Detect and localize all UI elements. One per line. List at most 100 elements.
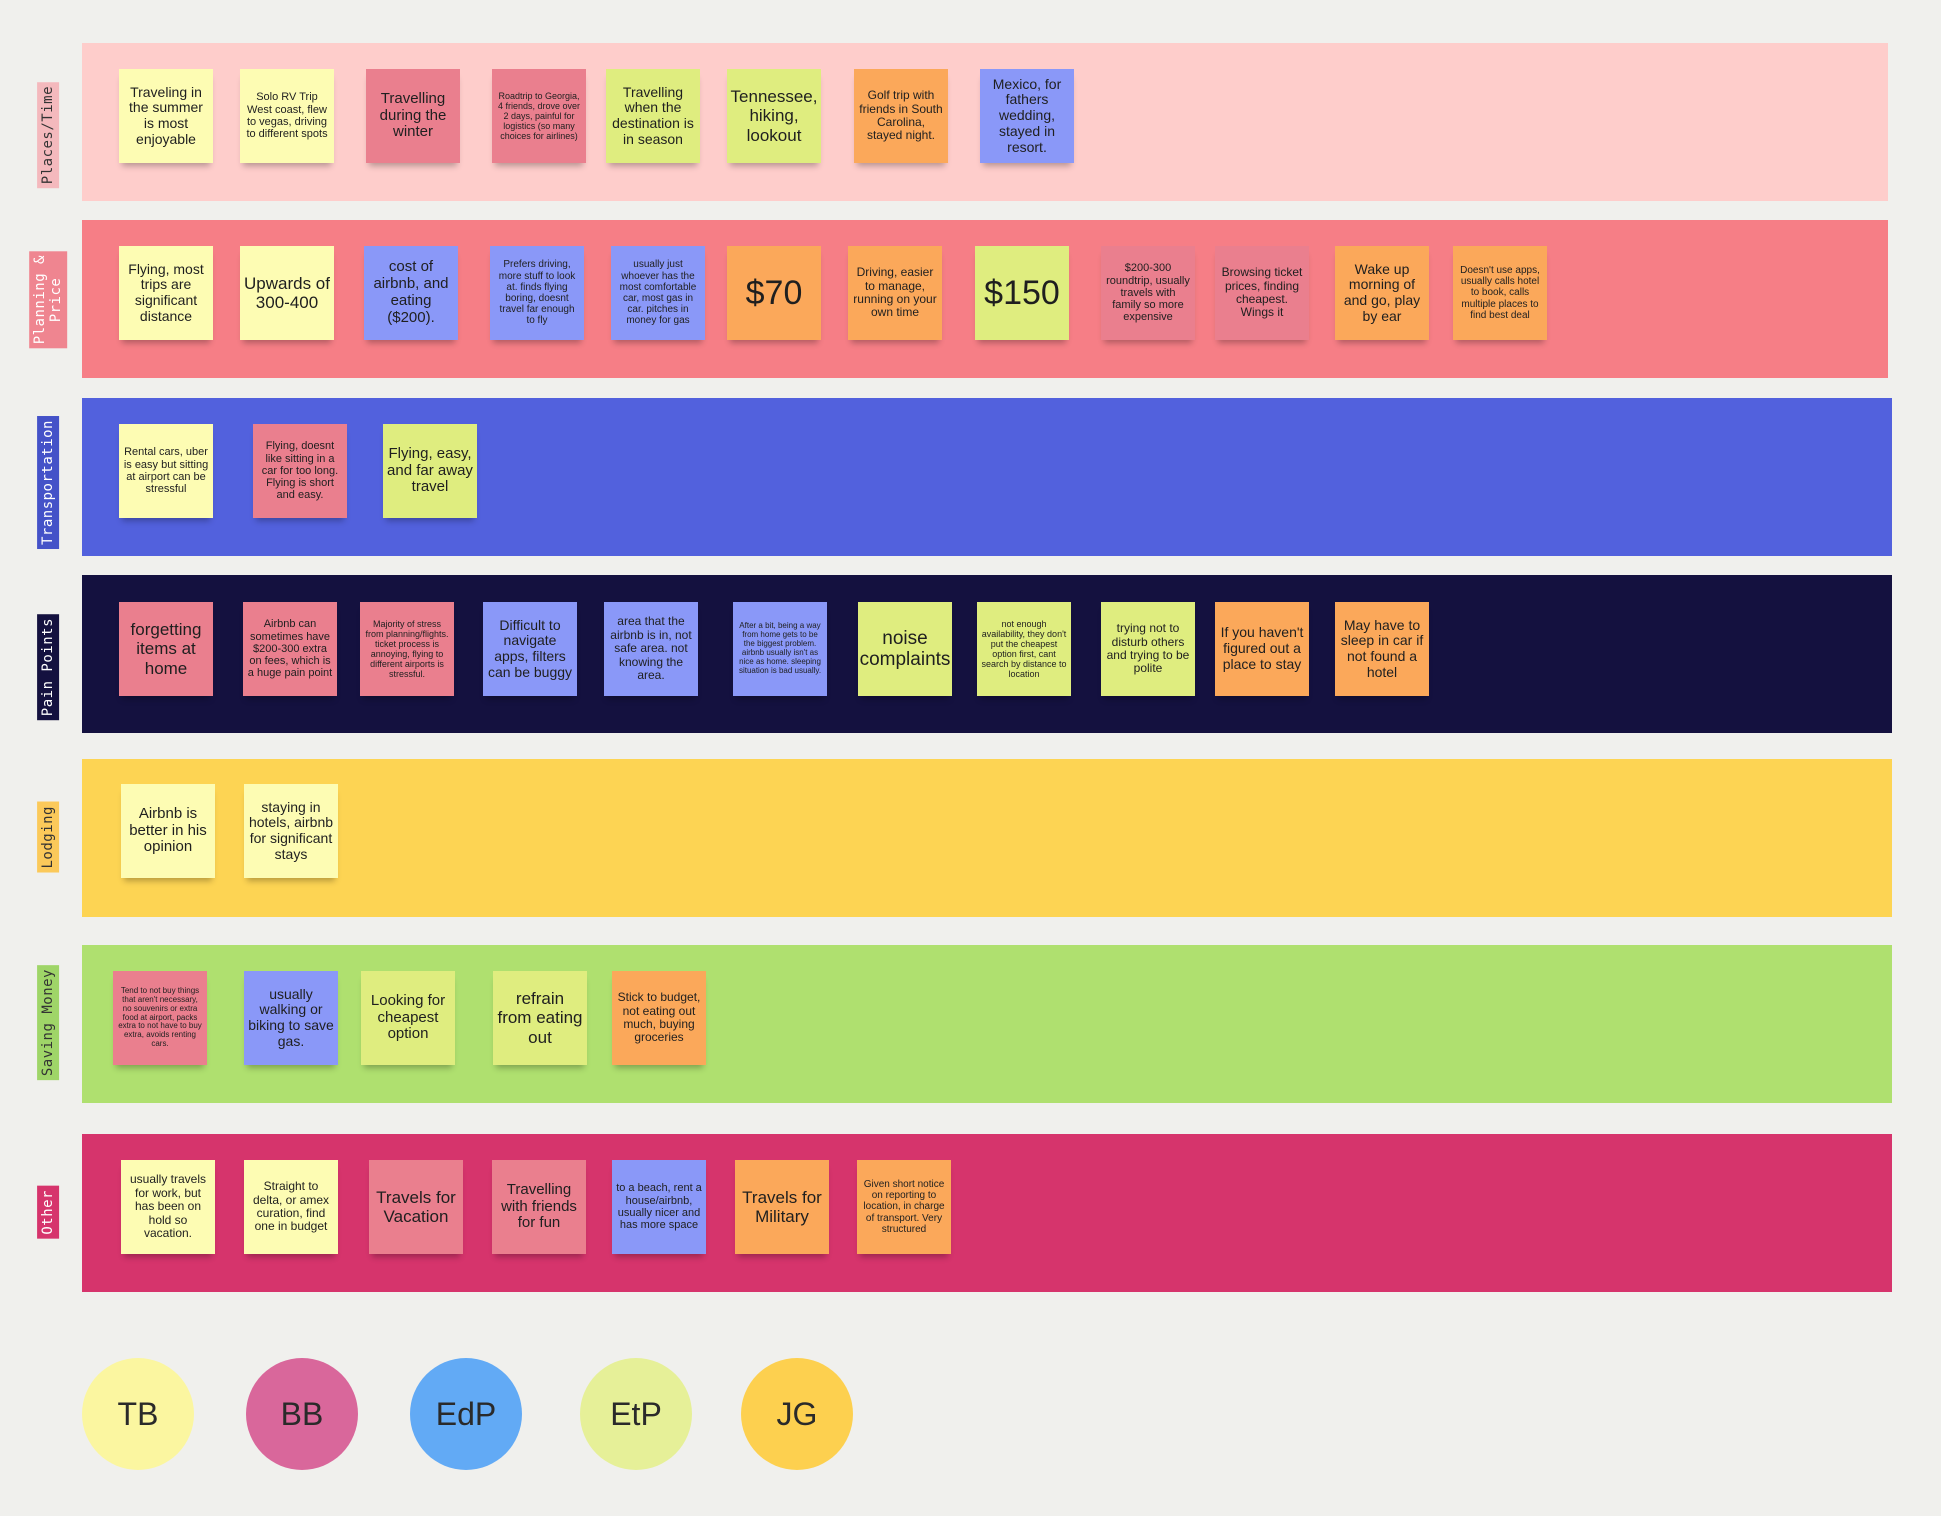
sticky-note[interactable]: Roadtrip to Georgia, 4 friends, drove ov… — [492, 69, 586, 163]
sticky-note-text: Upwards of 300-400 — [244, 273, 330, 312]
sticky-note[interactable]: usually walking or biking to save gas. — [244, 971, 338, 1065]
sticky-note[interactable]: Tennessee, hiking, lookout — [727, 69, 821, 163]
sticky-note-text: Browsing ticket prices, finding cheapest… — [1221, 265, 1303, 320]
sticky-note[interactable]: Golf trip with friends in South Carolina… — [854, 69, 948, 163]
sticky-note[interactable]: Travelling during the winter — [366, 69, 460, 163]
sticky-note[interactable]: Traveling in the summer is most enjoyabl… — [119, 69, 213, 163]
sticky-note-text: Airbnb can sometimes have $200-300 extra… — [247, 618, 333, 680]
sticky-note[interactable]: Looking for cheapest option — [361, 971, 455, 1065]
sticky-note[interactable]: Airbnb can sometimes have $200-300 extra… — [243, 602, 337, 696]
sticky-note[interactable]: Tend to not buy things that aren't neces… — [113, 971, 207, 1065]
sticky-note[interactable]: After a bit, being a way from home gets … — [733, 602, 827, 696]
participant-avatar-bb[interactable]: BB — [246, 1358, 358, 1470]
sticky-note-text: Traveling in the summer is most enjoyabl… — [129, 83, 203, 147]
sticky-note[interactable]: Majority of stress from planning/flights… — [360, 602, 454, 696]
sticky-note[interactable]: forgetting items at home — [119, 602, 213, 696]
sticky-note[interactable]: Solo RV Trip West coast, flew to vegas, … — [240, 69, 334, 163]
sticky-note-text: to a beach, rent a house/airbnb, usually… — [616, 1182, 702, 1232]
sticky-note-text: Travels for Military — [742, 1187, 822, 1226]
sticky-note[interactable]: Airbnb is better in his opinion — [121, 784, 215, 878]
sticky-note[interactable]: $70 — [727, 246, 821, 340]
sticky-note-text: Doesn't use apps, usually calls hotel to… — [1460, 265, 1540, 321]
sticky-note-text: noise complaints — [859, 627, 951, 670]
sticky-note[interactable]: not enough availability, they don't put … — [977, 602, 1071, 696]
sticky-note[interactable]: Travelling with friends for fun — [492, 1160, 586, 1254]
sticky-note-text: Driving, easier to manage, running on yo… — [853, 265, 937, 320]
sticky-note-text: Looking for cheapest option — [370, 991, 446, 1043]
sticky-note-text: Majority of stress from planning/flights… — [365, 618, 449, 680]
sticky-note[interactable]: Prefers driving, more stuff to look at. … — [490, 246, 584, 340]
lane-label-text: Planning & Price — [28, 251, 68, 349]
sticky-note-text: refrain from eating out — [497, 989, 583, 1047]
participant-avatar-tb[interactable]: TB — [82, 1358, 194, 1470]
sticky-note-text: Flying, easy, and far away travel — [387, 444, 473, 496]
avatar-initials: JG — [776, 1395, 818, 1432]
sticky-note[interactable]: Wake up morning of and go, play by ear — [1335, 246, 1429, 340]
lane-label-text: Lodging — [36, 801, 60, 873]
sticky-note-text: usually travels for work, but has been o… — [129, 1172, 207, 1241]
sticky-note-text: $200-300 roundtrip, usually travels with… — [1106, 262, 1190, 324]
sticky-note-text: Wake up morning of and go, play by ear — [1343, 260, 1421, 324]
sticky-note[interactable]: noise complaints — [858, 602, 952, 696]
sticky-note[interactable]: Mexico, for fathers wedding, stayed in r… — [980, 69, 1074, 163]
sticky-note[interactable]: to a beach, rent a house/airbnb, usually… — [612, 1160, 706, 1254]
avatar-initials: EtP — [610, 1395, 662, 1432]
sticky-note[interactable]: If you haven't figured out a place to st… — [1215, 602, 1309, 696]
sticky-note[interactable]: Flying, easy, and far away travel — [383, 424, 477, 518]
sticky-note[interactable]: cost of airbnb, and eating ($200). — [364, 246, 458, 340]
sticky-note-text: Prefers driving, more stuff to look at. … — [498, 259, 576, 327]
sticky-note-text: Airbnb is better in his opinion — [129, 804, 207, 856]
sticky-note-text: Travelling with friends for fun — [501, 1180, 577, 1232]
sticky-note[interactable]: staying in hotels, airbnb for significan… — [244, 784, 338, 878]
participant-avatar-etp[interactable]: EtP — [580, 1358, 692, 1470]
participant-avatar-edp[interactable]: EdP — [410, 1358, 522, 1470]
sticky-note-text: not enough availability, they don't put … — [981, 618, 1067, 680]
sticky-note[interactable]: Travels for Military — [735, 1160, 829, 1254]
sticky-note-text: Travelling when the destination is in se… — [612, 83, 694, 147]
sticky-note[interactable]: Given short notice on reporting to locat… — [857, 1160, 951, 1254]
lane-label-other: Other — [36, 1082, 60, 1342]
sticky-note[interactable]: Straight to delta, or amex curation, fin… — [244, 1160, 338, 1254]
sticky-note[interactable]: Stick to budget, not eating out much, bu… — [612, 971, 706, 1065]
sticky-note[interactable]: Difficult to navigate apps, filters can … — [483, 602, 577, 696]
sticky-note[interactable]: $150 — [975, 246, 1069, 340]
sticky-note[interactable]: trying not to disturb others and trying … — [1101, 602, 1195, 696]
sticky-note-text: area that the airbnb is in, not safe are… — [610, 614, 692, 683]
avatar-initials: EdP — [435, 1395, 497, 1432]
participant-avatar-jg[interactable]: JG — [741, 1358, 853, 1470]
sticky-note[interactable]: area that the airbnb is in, not safe are… — [604, 602, 698, 696]
sticky-note-text: Travels for Vacation — [376, 1187, 456, 1226]
sticky-note-text: Straight to delta, or amex curation, fin… — [252, 1179, 330, 1234]
sticky-note[interactable]: usually travels for work, but has been o… — [121, 1160, 215, 1254]
avatar-initials: BB — [280, 1395, 324, 1432]
sticky-note[interactable]: Driving, easier to manage, running on yo… — [848, 246, 942, 340]
sticky-note[interactable]: refrain from eating out — [493, 971, 587, 1065]
lane-label-text: Pain Points — [36, 613, 60, 721]
sticky-note[interactable]: Flying, most trips are significant dista… — [119, 246, 213, 340]
sticky-note[interactable]: $200-300 roundtrip, usually travels with… — [1101, 246, 1195, 340]
sticky-note-text: May have to sleep in car if not found a … — [1340, 616, 1424, 680]
sticky-note-text: usually just whoever has the most comfor… — [619, 259, 697, 327]
sticky-note[interactable]: Browsing ticket prices, finding cheapest… — [1215, 246, 1309, 340]
sticky-note-text: Mexico, for fathers wedding, stayed in r… — [992, 75, 1062, 155]
sticky-note-text: Flying, doesnt like sitting in a car for… — [261, 440, 339, 502]
sticky-note[interactable]: May have to sleep in car if not found a … — [1335, 602, 1429, 696]
sticky-note[interactable]: Doesn't use apps, usually calls hotel to… — [1453, 246, 1547, 340]
sticky-note-text: Stick to budget, not eating out much, bu… — [617, 990, 701, 1045]
avatar-initials: TB — [117, 1395, 159, 1432]
sticky-note-text: usually walking or biking to save gas. — [248, 985, 334, 1049]
sticky-note[interactable]: Rental cars, uber is easy but sitting at… — [119, 424, 213, 518]
sticky-note-text: Golf trip with friends in South Carolina… — [859, 88, 943, 143]
sticky-note[interactable]: Upwards of 300-400 — [240, 246, 334, 340]
sticky-note-text: $70 — [745, 273, 803, 312]
sticky-note-text: trying not to disturb others and trying … — [1106, 621, 1190, 676]
sticky-note[interactable]: Travelling when the destination is in se… — [606, 69, 700, 163]
sticky-note[interactable]: Flying, doesnt like sitting in a car for… — [253, 424, 347, 518]
sticky-note-text: Roadtrip to Georgia, 4 friends, drove ov… — [497, 90, 581, 142]
sticky-note[interactable]: usually just whoever has the most comfor… — [611, 246, 705, 340]
sticky-note-text: After a bit, being a way from home gets … — [738, 621, 822, 675]
sticky-note[interactable]: Travels for Vacation — [369, 1160, 463, 1254]
sticky-note-text: Given short notice on reporting to locat… — [863, 1179, 945, 1235]
sticky-note-text: Tend to not buy things that aren't neces… — [118, 985, 202, 1049]
sticky-note-text: Travelling during the winter — [379, 89, 447, 141]
